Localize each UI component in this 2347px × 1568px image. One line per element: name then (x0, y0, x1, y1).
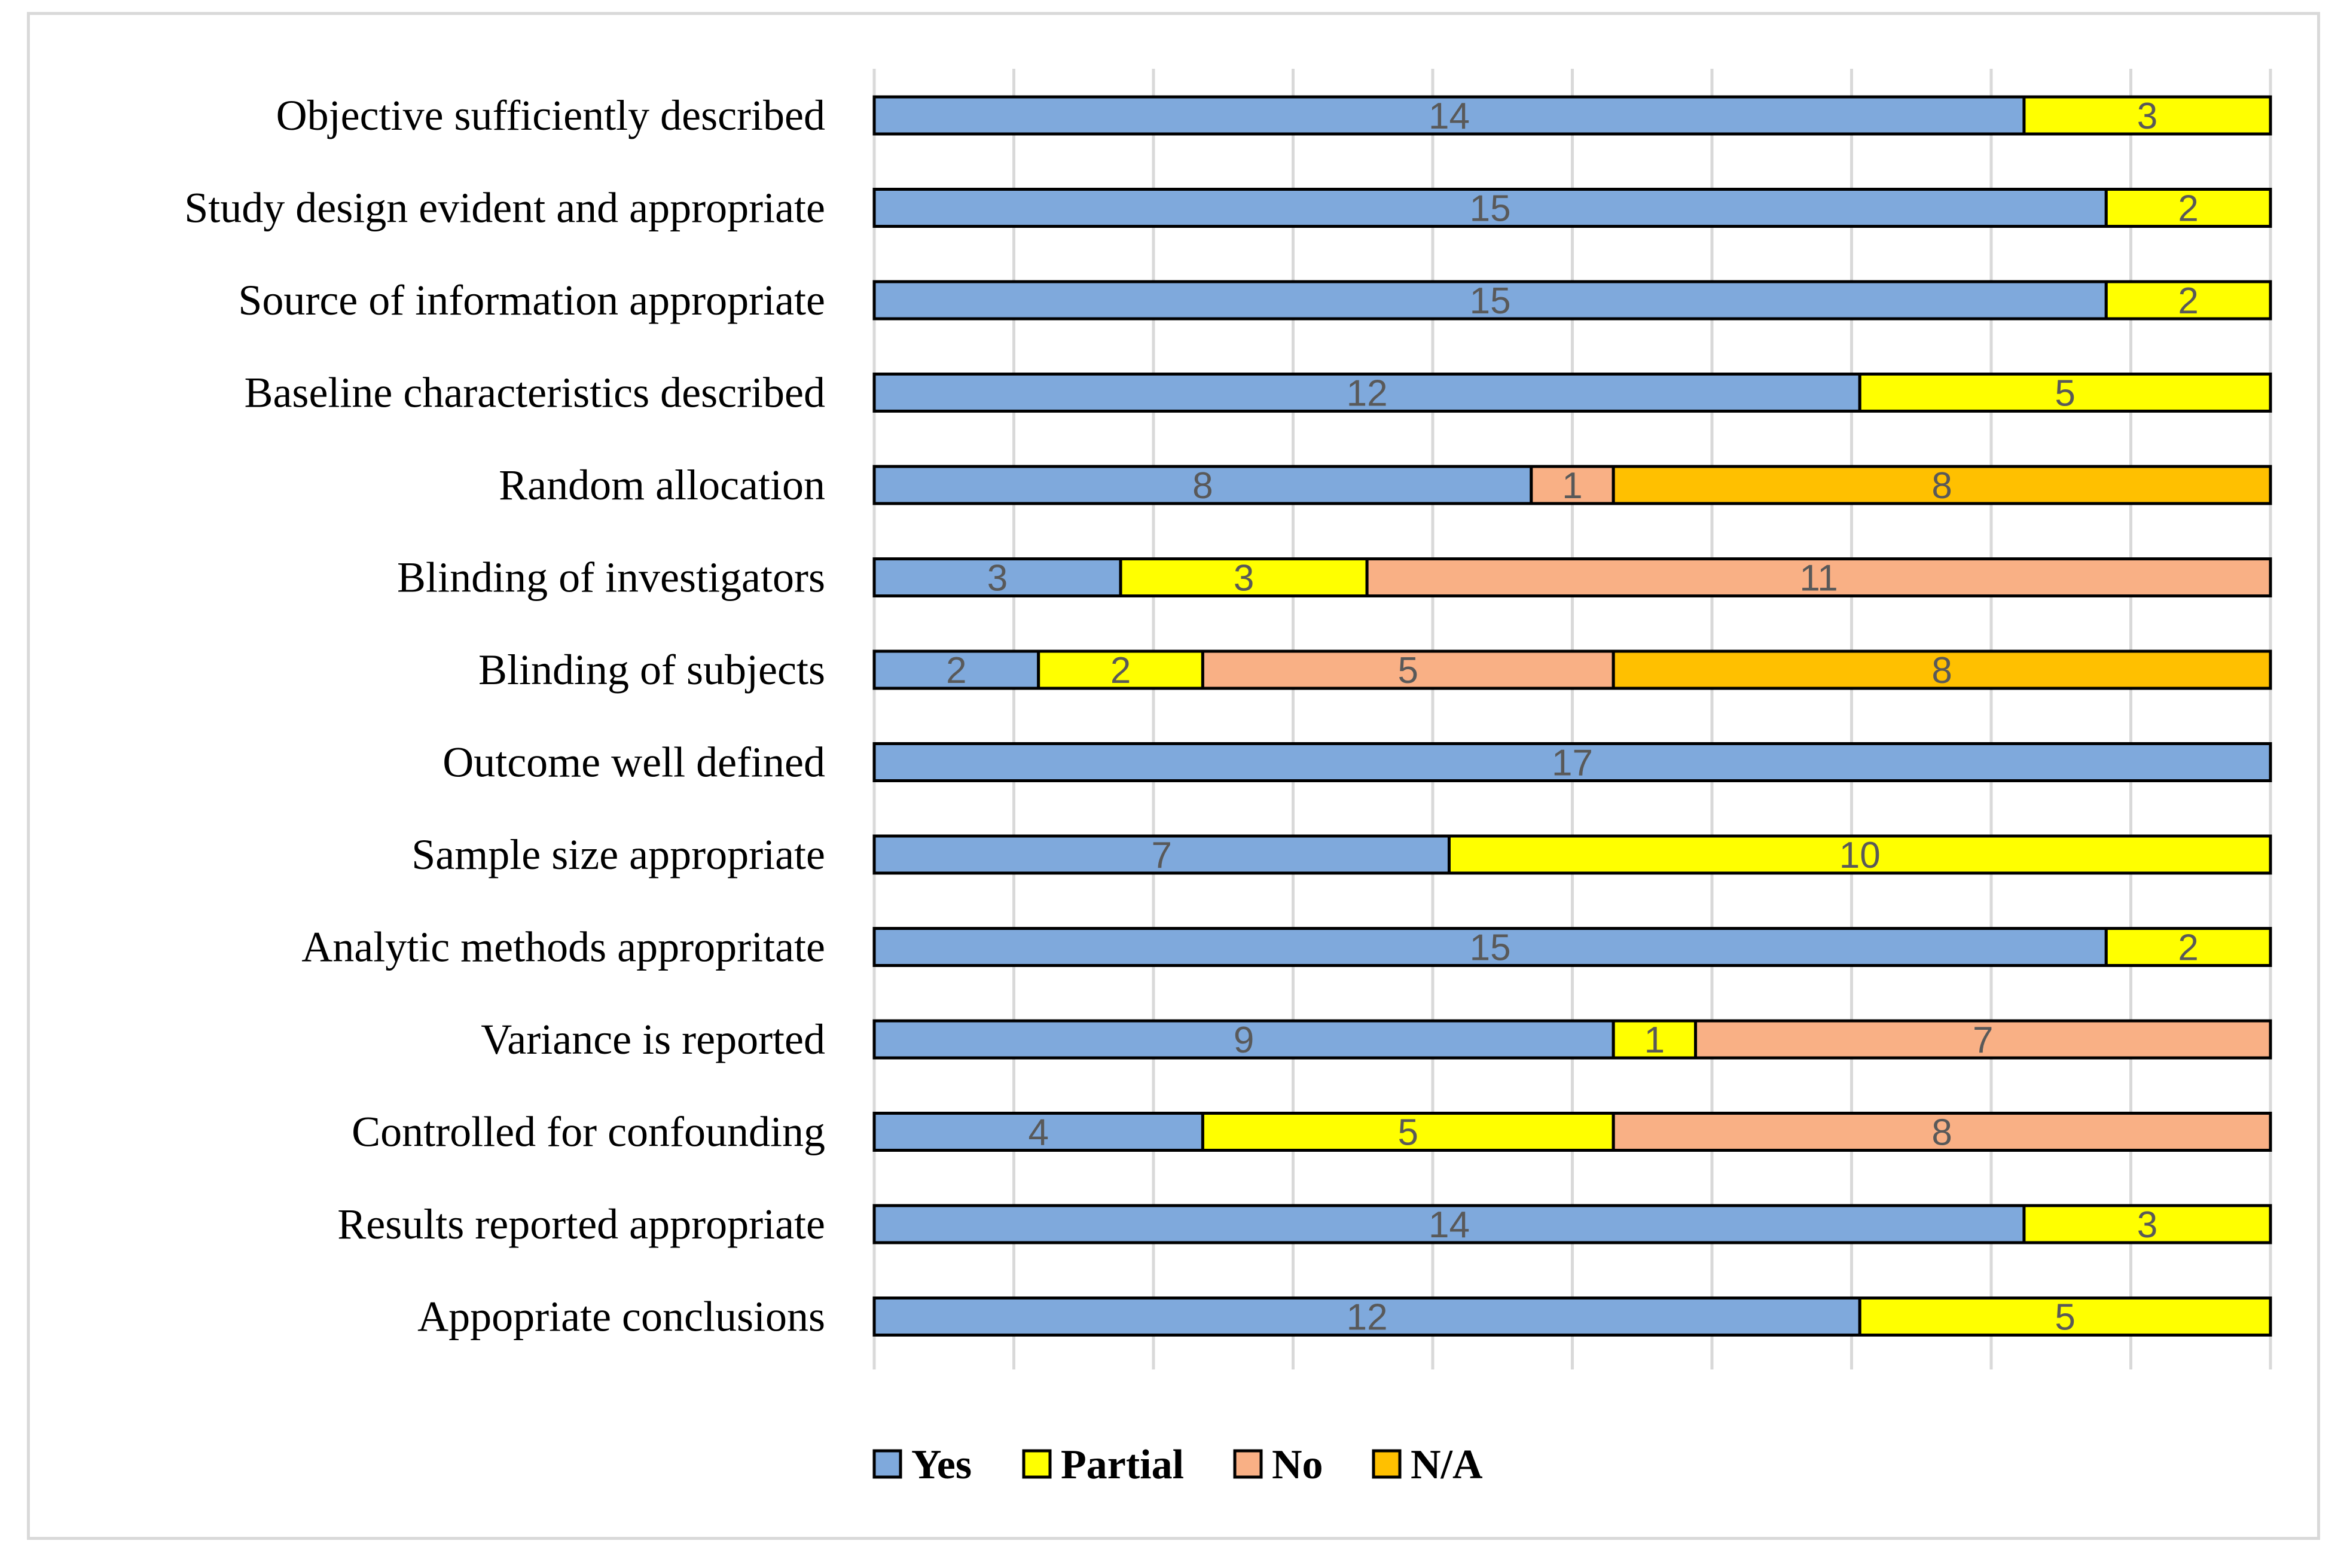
data-label: 7 (1151, 835, 1171, 876)
data-label: 15 (1470, 928, 1511, 969)
category-label: Source of information appropriate (238, 276, 825, 324)
bar-segment-yes (872, 373, 1861, 413)
data-label: 4 (1028, 1112, 1048, 1154)
legend: Yes Partial No N/A (872, 1442, 1483, 1488)
bar-segment-no (1530, 465, 1615, 505)
category-label: Outcome well defined (442, 739, 825, 786)
data-label: 2 (2178, 188, 2198, 230)
data-label: 5 (2055, 373, 2075, 414)
data-label: 9 (1234, 1020, 1254, 1061)
legend-key-no (1233, 1449, 1263, 1479)
bar-segment-yes (872, 1112, 1204, 1152)
data-label: 12 (1347, 373, 1388, 414)
bar-segment-no (1365, 557, 2272, 597)
bar-segment-partial (2104, 188, 2272, 228)
category-label: Analytic methods appropritate (301, 923, 825, 971)
bar-segment-no (1694, 1019, 2272, 1060)
data-label: 5 (1398, 650, 1418, 691)
legend-key-na (1372, 1449, 1402, 1479)
data-label: 2 (1110, 650, 1131, 691)
category-label: Blinding of subjects (478, 646, 825, 694)
legend-label: No (1272, 1442, 1323, 1488)
category-label: Random allocation (499, 461, 825, 509)
bar-segment-partial (1858, 1297, 2272, 1337)
data-label: 8 (1931, 1112, 1952, 1154)
bar-segment-partial (1119, 557, 1369, 597)
data-label: 1 (1644, 1020, 1665, 1061)
bar-segment-yes (872, 280, 2108, 321)
category-label: Appopriate conclusions (417, 1293, 825, 1341)
bar-segment-yes (872, 465, 1533, 505)
data-label: 3 (2137, 1204, 2157, 1246)
bar-segment-yes (872, 649, 1040, 690)
legend-key-yes (872, 1449, 902, 1479)
category-label: Objective sufficiently described (276, 91, 825, 139)
data-label: 2 (2178, 928, 2198, 969)
bar-segment-yes (872, 1204, 2026, 1244)
data-label: 11 (1799, 558, 1838, 599)
legend-label: Partial (1061, 1442, 1184, 1488)
bar-segment-na (1612, 649, 2272, 690)
bar-segment-yes (872, 742, 2272, 782)
data-label: 5 (2055, 1297, 2075, 1338)
data-label: 14 (1429, 1204, 1470, 1246)
bar-segment-partial (2022, 95, 2272, 136)
legend-label: Yes (911, 1442, 972, 1488)
category-label: Results reported appropriate (337, 1200, 825, 1248)
bar-segment-partial (2104, 280, 2272, 321)
data-label: 12 (1347, 1297, 1388, 1338)
data-label: 5 (1398, 1112, 1418, 1154)
data-label: 1 (1562, 465, 1582, 507)
data-label: 3 (1234, 558, 1254, 599)
data-label: 3 (2137, 96, 2157, 137)
bar-segment-yes (872, 557, 1122, 597)
data-label: 8 (1931, 465, 1952, 507)
bar-segment-partial (1037, 649, 1204, 690)
category-label: Controlled for confounding (352, 1108, 825, 1156)
data-label: 2 (2178, 280, 2198, 322)
data-label: 8 (1192, 465, 1213, 507)
gridlines (872, 69, 2272, 1369)
bar-segment-partial (2104, 927, 2272, 967)
bar-segment-partial (1612, 1019, 1698, 1060)
data-label: 15 (1470, 188, 1511, 230)
data-label: 17 (1552, 743, 1593, 784)
data-label: 3 (987, 558, 1008, 599)
legend-key-partial (1022, 1449, 1052, 1479)
category-labels: Objective sufficiently described Study de… (184, 91, 825, 1341)
data-label: 10 (1839, 835, 1881, 876)
bar-segment-yes (872, 1297, 1861, 1337)
category-label: Baseline characteristics described (244, 369, 825, 417)
data-label: 14 (1429, 96, 1470, 137)
data-label: 7 (1973, 1020, 1993, 1061)
bar-segment-yes (872, 95, 2026, 136)
category-label: Blinding of investigators (397, 554, 825, 602)
bar-segment-na (1612, 465, 2272, 505)
bar-segment-partial (1447, 834, 2272, 875)
category-label: Study design evident and appropriate (184, 184, 825, 232)
bar-segment-partial (2022, 1204, 2272, 1244)
data-label: 15 (1470, 280, 1511, 322)
category-label: Variance is reported (481, 1015, 825, 1063)
category-label: Sample size appropriate (411, 831, 825, 878)
legend-label: N/A (1411, 1442, 1483, 1488)
data-label: 2 (946, 650, 966, 691)
bar-segment-partial (1858, 373, 2272, 413)
bar-segment-no (1201, 649, 1615, 690)
bar-segment-no (1612, 1112, 2272, 1152)
data-label: 8 (1931, 650, 1952, 691)
